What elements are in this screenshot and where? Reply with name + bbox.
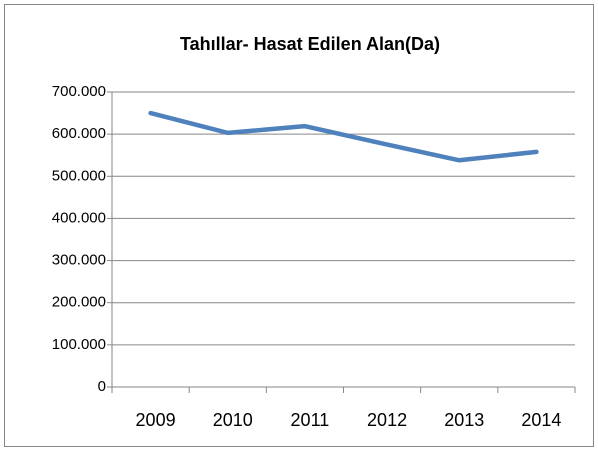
y-tick-label: 400.000 [52, 209, 106, 226]
y-tick-label: 700.000 [52, 83, 106, 100]
chart-border [4, 4, 594, 447]
y-tick-label: 300.000 [52, 252, 106, 269]
chart-title: Tahıllar- Hasat Edilen Alan(Da) [180, 34, 440, 54]
x-tick-label: 2013 [444, 410, 484, 430]
y-tick-label: 500.000 [52, 167, 106, 184]
data-line [148, 110, 539, 163]
x-tick-label: 2010 [213, 410, 253, 430]
x-tick-label: 2009 [136, 410, 176, 430]
y-tick-label: 0 [98, 378, 106, 395]
x-tick-label: 2011 [291, 410, 330, 430]
y-tick-label: 600.000 [52, 125, 106, 142]
x-tick-label: 2014 [521, 410, 561, 430]
y-tick-label: 200.000 [52, 294, 106, 311]
x-tick-label: 2012 [367, 410, 407, 430]
y-tick-label: 100.000 [52, 336, 106, 353]
